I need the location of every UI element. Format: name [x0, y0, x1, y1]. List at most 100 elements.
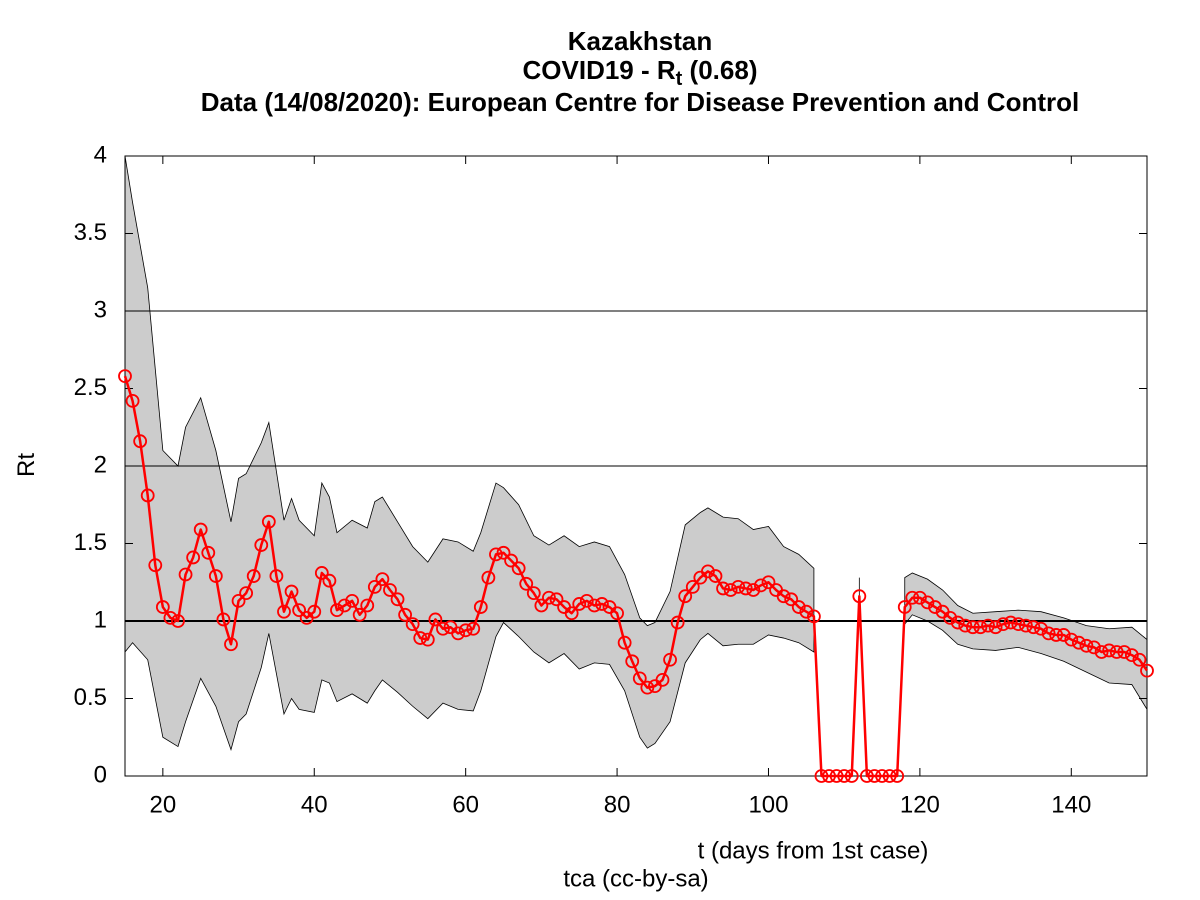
- marker: [754, 578, 768, 593]
- marker: [155, 600, 170, 614]
- marker: [859, 769, 874, 783]
- marker: [844, 769, 859, 783]
- x-tick-label: 40: [301, 791, 328, 818]
- marker: [670, 615, 685, 630]
- marker: [178, 567, 193, 582]
- marker: [950, 615, 965, 630]
- marker: [254, 538, 269, 552]
- marker: [1094, 645, 1109, 659]
- marker: [981, 618, 995, 633]
- x-tick-label: 140: [1051, 791, 1091, 818]
- marker: [996, 617, 1011, 631]
- y-axis-label: Rt: [13, 453, 40, 477]
- marker: [663, 652, 677, 667]
- marker: [1026, 620, 1041, 635]
- marker: [511, 561, 526, 576]
- marker: [1003, 615, 1018, 630]
- y-tick-label: 0: [94, 761, 107, 788]
- marker: [330, 603, 344, 618]
- marker: [481, 570, 496, 585]
- marker: [1124, 648, 1139, 662]
- marker: [807, 609, 821, 624]
- x-tick-label: 100: [748, 791, 788, 818]
- marker: [617, 635, 632, 650]
- marker: [239, 586, 254, 600]
- marker: [822, 769, 836, 783]
- marker: [988, 620, 1003, 635]
- marker: [451, 626, 465, 641]
- marker: [277, 604, 291, 619]
- marker: [1041, 626, 1056, 641]
- marker: [171, 614, 185, 628]
- marker: [716, 581, 730, 596]
- marker: [595, 597, 609, 611]
- marker: [920, 595, 935, 610]
- marker: [1049, 628, 1064, 642]
- marker: [708, 569, 723, 583]
- marker: [912, 590, 927, 605]
- marker: [678, 589, 693, 604]
- marker: [867, 769, 882, 783]
- marker: [731, 580, 746, 594]
- marker: [148, 558, 163, 573]
- marker: [791, 600, 806, 614]
- marker: [564, 606, 579, 621]
- marker: [193, 522, 208, 537]
- x-axis-label: t (days from 1st case): [698, 837, 929, 864]
- y-tick-label: 0.5: [74, 684, 107, 711]
- chart-title: Kazakhstan: [568, 26, 713, 56]
- marker: [610, 606, 624, 621]
- y-tick-label: 3: [94, 296, 107, 323]
- marker: [398, 607, 413, 622]
- marker: [632, 671, 647, 686]
- marker: [140, 488, 155, 503]
- marker: [496, 545, 511, 560]
- marker: [534, 598, 549, 613]
- marker: [814, 769, 829, 783]
- marker: [504, 553, 518, 568]
- marker: [685, 580, 700, 594]
- marker: [360, 598, 375, 613]
- marker: [375, 572, 390, 587]
- marker: [125, 393, 140, 408]
- marker: [928, 600, 942, 614]
- marker: [776, 589, 791, 604]
- marker: [526, 586, 541, 600]
- marker: [890, 769, 905, 783]
- marker: [829, 769, 844, 783]
- marker: [436, 621, 450, 636]
- text-part: Kazakhstan: [568, 26, 713, 56]
- y-tick-label: 2: [94, 451, 107, 478]
- text-part: R: [13, 460, 40, 477]
- x-tick-label: 20: [150, 791, 177, 818]
- marker: [542, 590, 556, 605]
- y-tick-label: 2.5: [74, 374, 107, 401]
- marker: [799, 604, 814, 619]
- marker: [231, 593, 246, 608]
- marker: [1071, 635, 1086, 650]
- marker: [1132, 652, 1147, 667]
- marker: [1034, 621, 1048, 636]
- marker: [118, 369, 132, 384]
- marker: [473, 600, 488, 614]
- marker: [701, 564, 715, 579]
- marker: [337, 598, 352, 613]
- marker: [1079, 638, 1094, 653]
- marker: [352, 607, 367, 622]
- marker: [943, 611, 958, 625]
- marker: [269, 569, 284, 583]
- marker: [1064, 632, 1079, 647]
- marker: [1109, 645, 1124, 659]
- marker: [579, 593, 594, 608]
- marker: [383, 583, 397, 597]
- text-part: (0.68): [682, 55, 757, 85]
- marker: [965, 620, 980, 635]
- marker: [1018, 618, 1033, 633]
- marker: [413, 631, 428, 645]
- marker: [284, 584, 299, 599]
- y-tick-label: 3.5: [74, 219, 107, 246]
- marker: [905, 590, 920, 605]
- marker: [466, 621, 481, 636]
- x-tick-label: 60: [452, 791, 479, 818]
- marker: [875, 769, 889, 783]
